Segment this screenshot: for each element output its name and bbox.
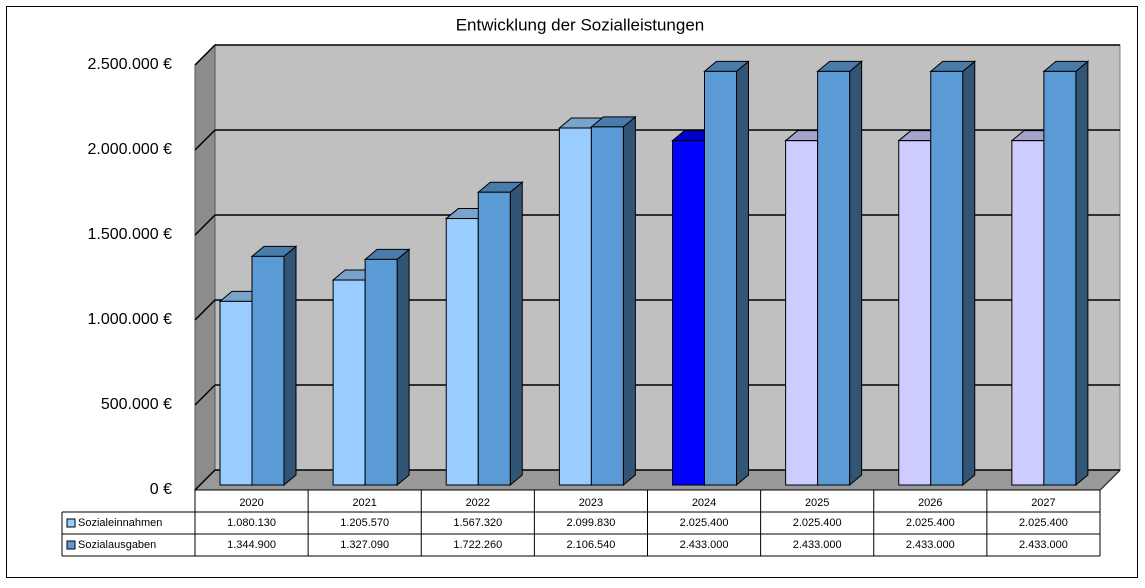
x-tick-label: 2021: [352, 497, 376, 509]
bar: [1043, 70, 1077, 486]
legend-label: Sozialausgaben: [78, 539, 156, 551]
bar-side: [1075, 60, 1089, 487]
y-tick-label: 2.500.000 €: [87, 56, 172, 73]
bar: [332, 279, 366, 486]
grid-line-side: [194, 384, 216, 406]
grid-line-side: [194, 44, 216, 66]
grid-line-side: [194, 299, 216, 321]
bar: [558, 127, 592, 486]
y-tick-label: 1.500.000 €: [87, 226, 172, 243]
x-tick-label: 2024: [692, 497, 716, 509]
table-value: 2.106.540: [566, 539, 615, 551]
y-tick-label: 2.000.000 €: [87, 141, 172, 158]
table-value: 1.205.570: [340, 517, 389, 529]
table-value: 2.433.000: [1019, 539, 1068, 551]
table-value: 2.099.830: [566, 517, 615, 529]
x-tick-label: 2026: [918, 497, 942, 509]
bar-side: [849, 60, 863, 487]
x-tick-label: 2027: [1031, 497, 1055, 509]
bar: [704, 70, 737, 486]
table-value: 1.080.130: [227, 517, 276, 529]
side-wall: [194, 43, 216, 492]
bar-side: [283, 245, 297, 487]
y-tick-label: 1.000.000 €: [87, 311, 172, 328]
table-value: 2.433.000: [793, 539, 842, 551]
legend-swatch: [66, 518, 76, 528]
bar-side: [736, 60, 749, 487]
floor-edge: [1100, 470, 1120, 491]
grid-line-side: [194, 129, 216, 151]
bar: [590, 126, 624, 486]
x-tick-label: 2020: [239, 497, 263, 509]
bar: [445, 218, 479, 486]
bar: [817, 70, 851, 486]
bar-side: [622, 115, 636, 487]
grid-line-side: [194, 214, 216, 236]
table-value: 1.344.900: [227, 539, 276, 551]
table-value: 2.025.400: [793, 517, 842, 529]
bar-side: [962, 60, 976, 487]
bar: [219, 300, 253, 486]
y-tick-label: 0 €: [150, 481, 172, 498]
bar: [785, 140, 819, 486]
table-value: 1.722.260: [453, 539, 502, 551]
bar-side: [396, 248, 410, 487]
x-tick-label: 2025: [805, 497, 829, 509]
bar: [1011, 140, 1045, 486]
bar: [930, 70, 964, 486]
bar: [672, 140, 705, 486]
bar: [251, 255, 285, 486]
bar: [364, 258, 398, 486]
bar: [898, 140, 932, 486]
table-value: 2.025.400: [906, 517, 955, 529]
bar-side: [509, 181, 523, 487]
table-value: 1.567.320: [453, 517, 502, 529]
chart-title: Entwicklung der Sozialleistungen: [456, 15, 705, 34]
table-value: 2.025.400: [1019, 517, 1068, 529]
legend-swatch: [66, 540, 76, 550]
legend-label: Sozialeinnahmen: [78, 517, 162, 529]
y-tick-label: 500.000 €: [101, 396, 172, 413]
table-value: 2.433.000: [680, 539, 729, 551]
table-value: 1.327.090: [340, 539, 389, 551]
x-tick-label: 2023: [579, 497, 603, 509]
bar: [477, 191, 511, 486]
grid-line-side: [194, 469, 216, 491]
table-value: 2.433.000: [906, 539, 955, 551]
table-value: 2.025.400: [680, 517, 729, 529]
x-tick-label: 2022: [466, 497, 490, 509]
